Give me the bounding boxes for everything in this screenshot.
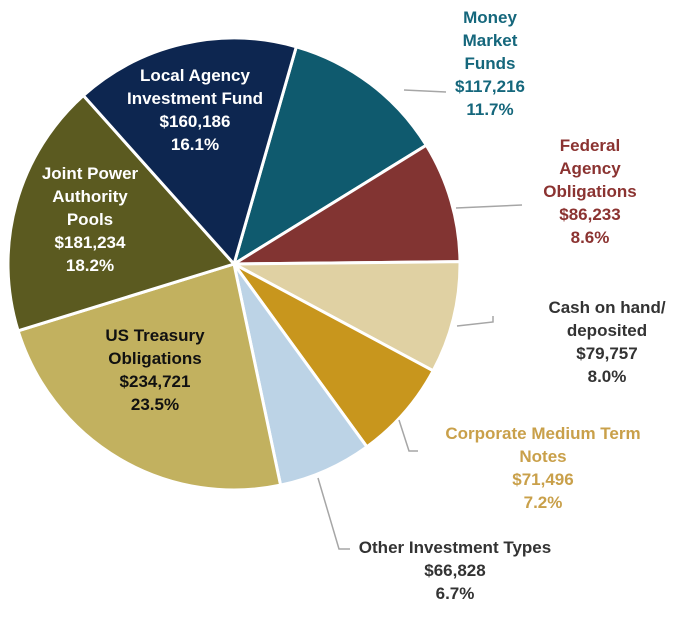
value-label: $79,757 — [576, 344, 638, 363]
slice-label: Cash on hand/ deposited $79,757 8.0% — [537, 296, 677, 388]
category-name: Federal Agency Obligations — [543, 136, 637, 201]
pie-slice — [232, 262, 436, 449]
value-label: $117,216 — [455, 77, 525, 96]
category-name: Cash on hand/ deposited — [548, 298, 666, 340]
pie-slice — [6, 93, 237, 333]
category-name: Local Agency Investment Fund — [126, 66, 263, 108]
pie-slice — [228, 143, 462, 266]
slice-label: Joint Power Authority Pools $181,234 18.2% — [28, 162, 153, 277]
leader-line — [398, 419, 418, 452]
percentage-label: 16.1% — [170, 135, 220, 154]
slice-label: US Treasury Obligations $234,721 23.5% — [93, 324, 218, 416]
category-name: Money Market Funds — [462, 8, 518, 73]
value-label: $71,496 — [512, 470, 574, 489]
value-label: $234,721 — [119, 372, 191, 391]
slice-label: Local Agency Investment Fund $160,186 16.1… — [125, 64, 265, 156]
slice-label: Corporate Medium Term Notes $71,496 7.2% — [438, 422, 648, 514]
percentage-label: 8.6% — [570, 228, 610, 247]
leader-line — [403, 89, 447, 93]
category-name: Joint Power Authority Pools — [41, 164, 139, 229]
value-label: $66,828 — [424, 561, 486, 580]
value-label: $160,186 — [159, 112, 231, 131]
category-name: US Treasury Obligations — [105, 326, 205, 368]
category-name: Corporate Medium Term Notes — [445, 424, 641, 466]
percentage-label: 11.7% — [466, 100, 514, 119]
pie-slice — [233, 260, 462, 373]
leader-line — [455, 204, 523, 209]
pie-slice — [81, 36, 299, 268]
leader-line — [456, 316, 494, 327]
percentage-label: 7.2% — [523, 493, 563, 512]
pie-slice — [16, 262, 283, 492]
percentage-label: 23.5% — [130, 395, 180, 414]
leader-line — [317, 477, 350, 550]
percentage-label: 8.0% — [587, 367, 627, 386]
category-name: Other Investment Types — [358, 538, 552, 557]
percentage-label: 6.7% — [435, 584, 475, 603]
slice-label: Federal Agency Obligations $86,233 8.6% — [530, 134, 650, 249]
slice-label: Other Investment Types $66,828 6.7% — [358, 536, 553, 605]
value-label: $86,233 — [559, 205, 621, 224]
value-label: $181,234 — [54, 233, 126, 252]
slice-label: Money Market Funds $117,216 11.7% — [445, 6, 535, 121]
percentage-label: 18.2% — [65, 256, 115, 275]
